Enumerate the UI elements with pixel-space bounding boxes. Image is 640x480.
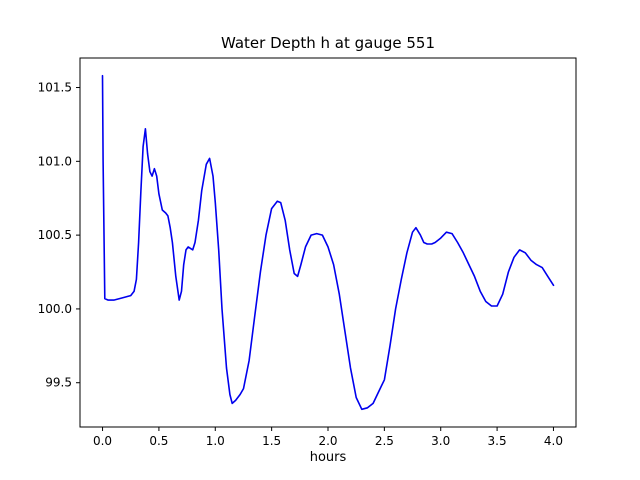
y-tick-label: 100.0	[38, 302, 72, 316]
y-tick-label: 100.5	[38, 228, 72, 242]
x-tick-label: 2.0	[318, 434, 337, 448]
x-tick-label: 1.5	[262, 434, 281, 448]
x-tick-label: 0.0	[93, 434, 112, 448]
x-axis-label: hours	[309, 450, 347, 465]
y-tick-label: 101.0	[38, 154, 72, 168]
axes-spines	[79, 57, 577, 428]
data-line	[101, 74, 555, 411]
x-tick-label: 2.5	[375, 434, 394, 448]
chart-title: Water Depth h at gauge 551	[220, 34, 436, 52]
x-tick-label: 3.0	[431, 434, 450, 448]
x-tick-label: 1.0	[206, 434, 225, 448]
x-tick-label: 3.5	[488, 434, 507, 448]
y-tick-label: 101.5	[38, 81, 72, 95]
y-tick-label: 99.5	[45, 376, 72, 390]
x-tick-label: 0.5	[149, 434, 168, 448]
x-tick-label: 4.0	[544, 434, 563, 448]
